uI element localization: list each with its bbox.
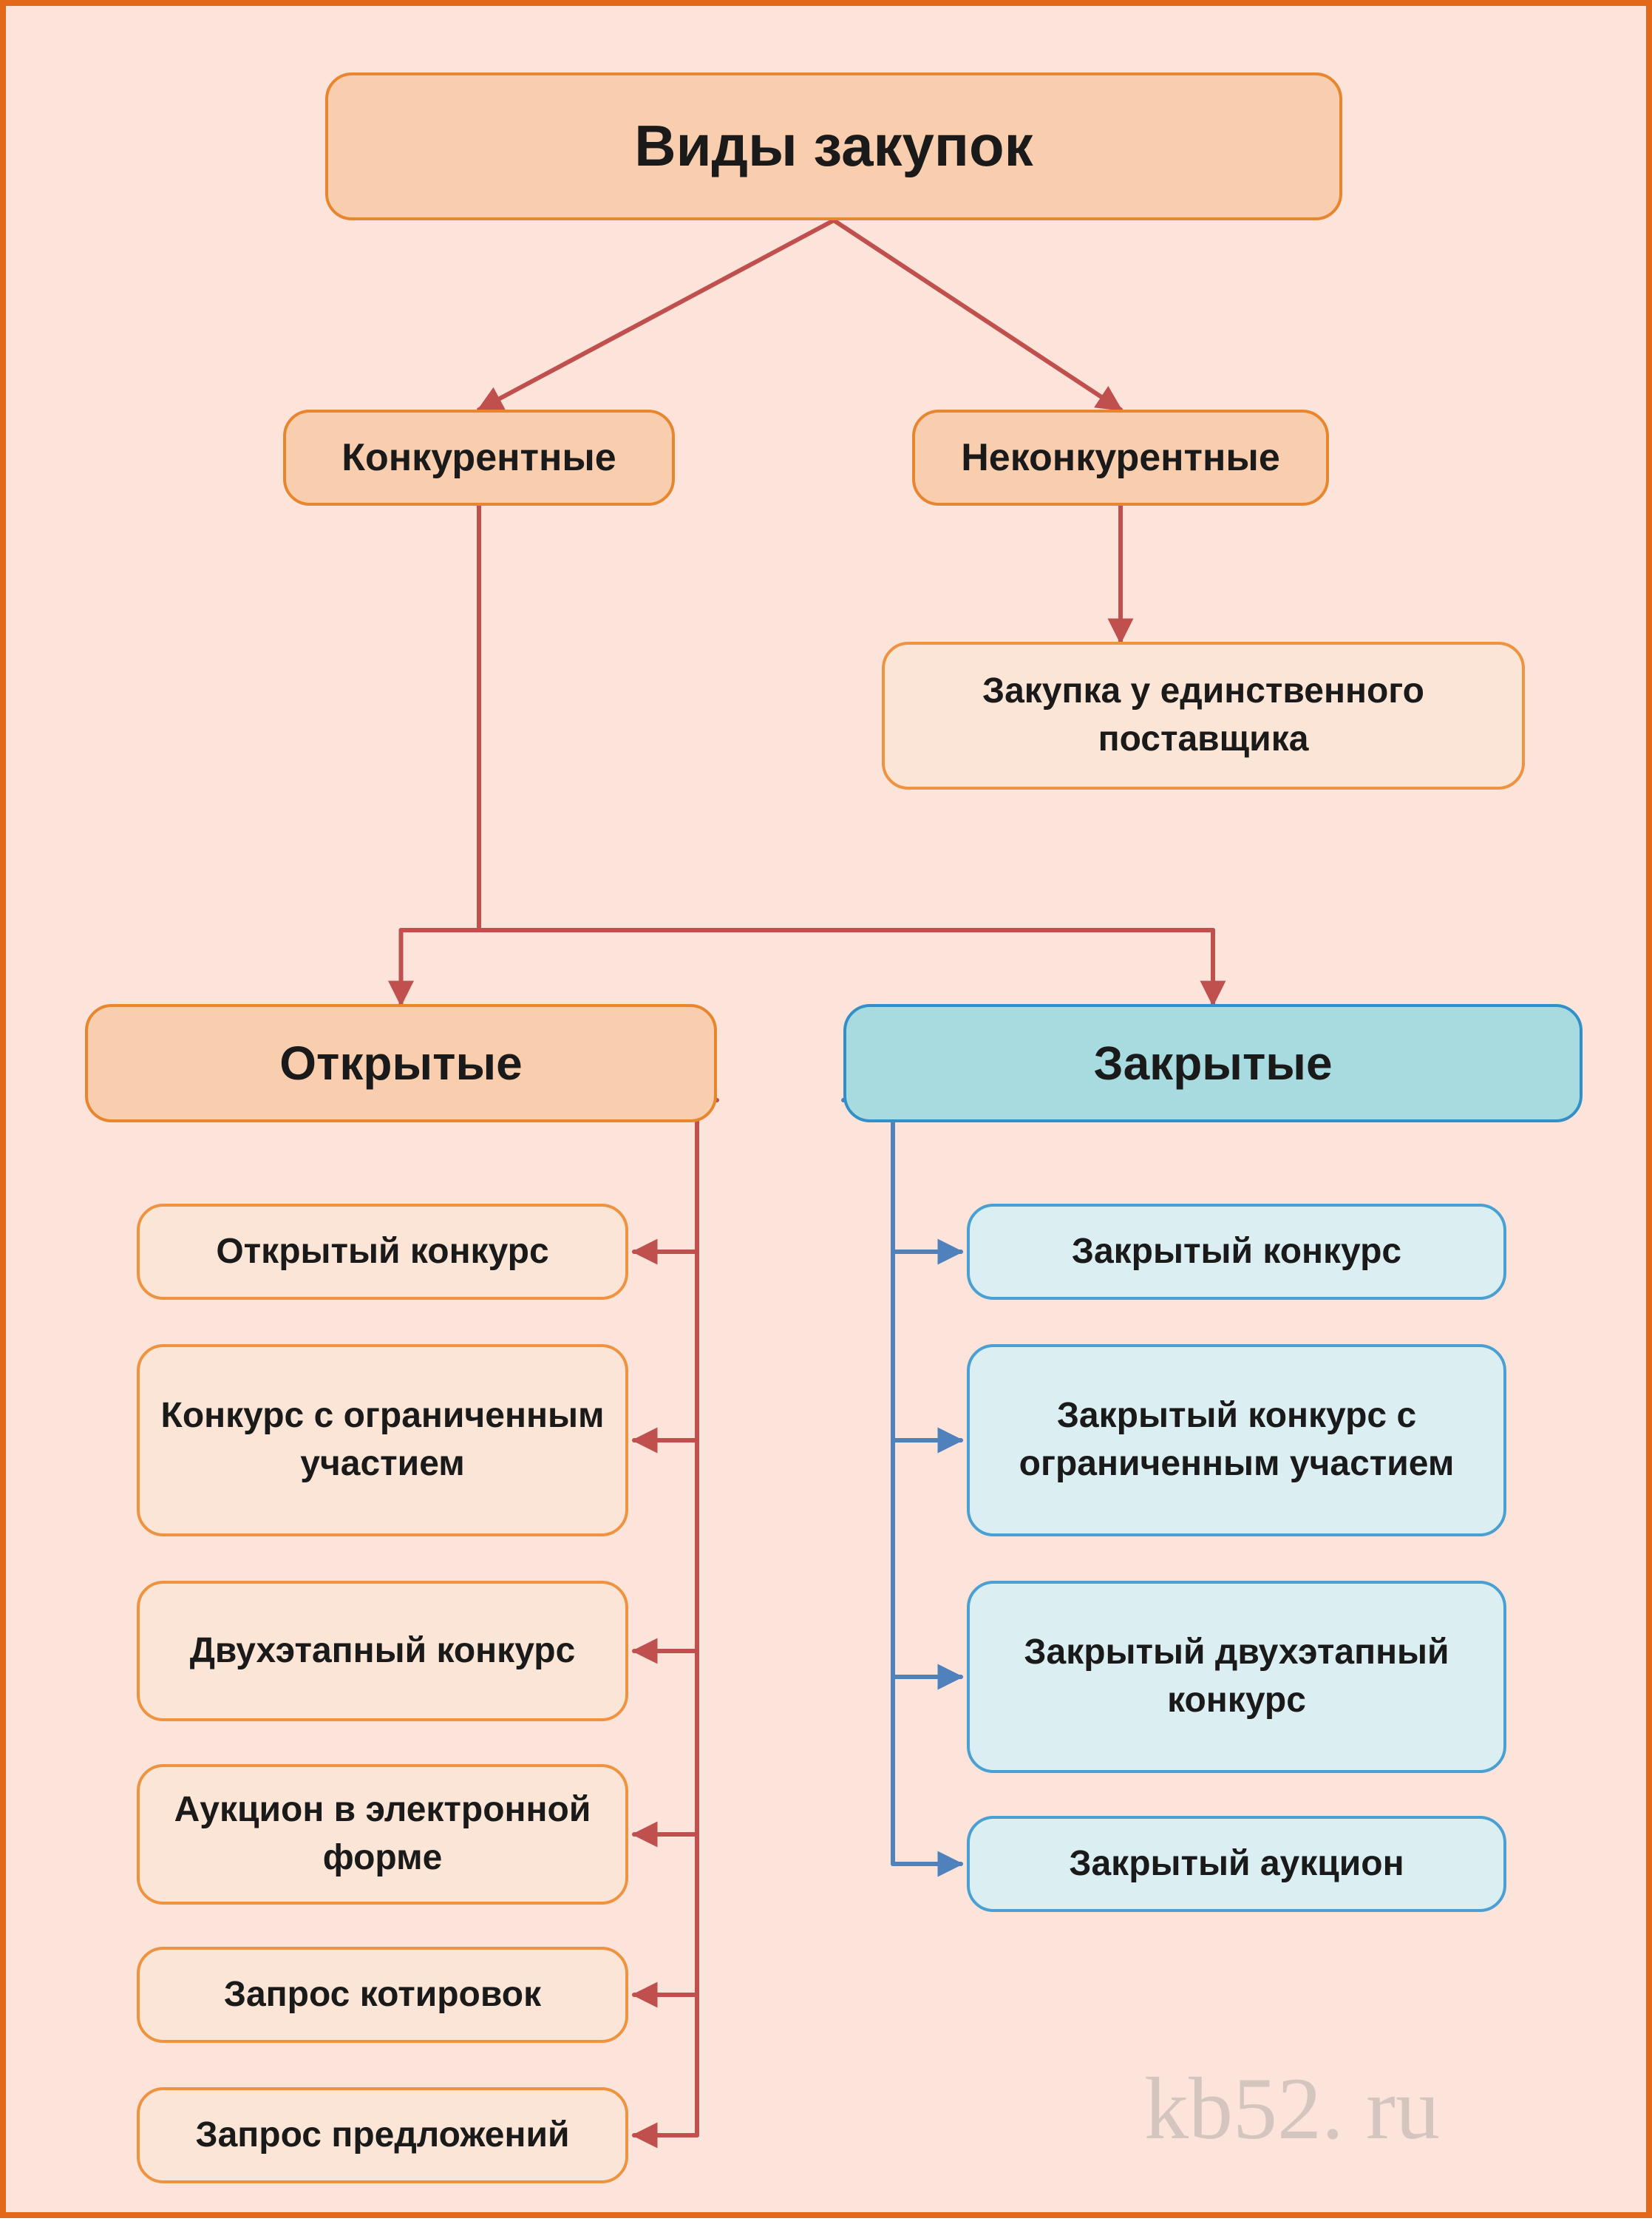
closed-item-2-label: Закрытый двухэтапный конкурс — [983, 1629, 1490, 1725]
open-item-5-label: Запрос предложений — [196, 2112, 570, 2160]
closed-item-1: Закрытый конкурс с ограниченным участием — [967, 1344, 1506, 1536]
node-single-supplier-label: Закупка у единственного поставщика — [898, 668, 1509, 764]
closed-item-1-label: Закрытый конкурс с ограниченным участием — [983, 1392, 1490, 1488]
watermark: kb52. ru — [1144, 2058, 1440, 2160]
open-item-4: Запрос котировок — [137, 1947, 628, 2043]
open-item-3-label: Аукцион в электронной форме — [153, 1786, 612, 1882]
node-noncompetitive: Неконкурентные — [912, 410, 1329, 506]
node-closed-label: Закрытые — [1093, 1031, 1332, 1095]
open-item-1: Конкурс с ограниченным участием — [137, 1344, 628, 1536]
node-competitive: Конкурентные — [283, 410, 675, 506]
open-item-0-label: Открытый конкурс — [216, 1228, 548, 1276]
closed-item-3: Закрытый аукцион — [967, 1816, 1506, 1912]
open-item-2-label: Двухэтапный конкурс — [190, 1627, 576, 1675]
closed-item-2: Закрытый двухэтапный конкурс — [967, 1581, 1506, 1773]
closed-item-0-label: Закрытый конкурс — [1072, 1228, 1401, 1276]
node-root: Виды закупок — [325, 72, 1342, 220]
closed-item-3-label: Закрытый аукцион — [1069, 1840, 1404, 1888]
open-item-5: Запрос предложений — [137, 2087, 628, 2183]
closed-item-0: Закрытый конкурс — [967, 1204, 1506, 1300]
node-closed: Закрытые — [843, 1004, 1583, 1122]
diagram-canvas: kb52. ru Виды закупок Конкурентные Неконку… — [0, 0, 1652, 2218]
open-item-3: Аукцион в электронной форме — [137, 1764, 628, 1905]
open-item-0: Открытый конкурс — [137, 1204, 628, 1300]
open-item-1-label: Конкурс с ограниченным участием — [153, 1392, 612, 1488]
node-competitive-label: Конкурентные — [341, 432, 616, 484]
node-open: Открытые — [85, 1004, 717, 1122]
node-single-supplier: Закупка у единственного поставщика — [882, 642, 1525, 790]
node-noncompetitive-label: Неконкурентные — [961, 432, 1280, 484]
node-root-label: Виды закупок — [634, 107, 1033, 185]
node-open-label: Открытые — [279, 1031, 523, 1095]
open-item-2: Двухэтапный конкурс — [137, 1581, 628, 1721]
open-item-4-label: Запрос котировок — [224, 1971, 541, 2019]
